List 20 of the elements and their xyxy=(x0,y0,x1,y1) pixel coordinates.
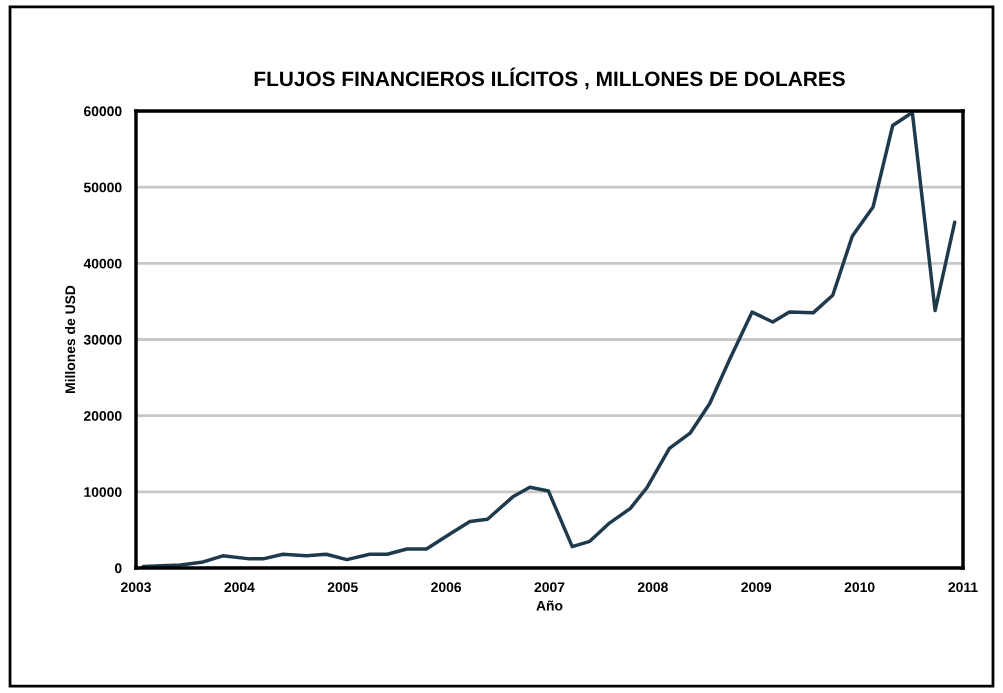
y-tick-label: 20000 xyxy=(83,411,122,421)
chart-title: FLUJOS FINANCIEROS ILÍCITOS , MILLONES DE DOLARES xyxy=(254,67,845,90)
y-tick-label: 60000 xyxy=(84,106,122,117)
line-series xyxy=(141,111,957,568)
x-tick-label: 2010 xyxy=(844,582,875,593)
x-tick-label: 2007 xyxy=(534,582,565,593)
x-tick-label: 2005 xyxy=(327,582,358,593)
x-tick-label: 2004 xyxy=(224,582,255,593)
y-tick-label: 10000 xyxy=(84,487,122,497)
x-tick-label: 2009 xyxy=(741,582,772,593)
y-tick-label: 0 xyxy=(114,563,122,574)
y-tick-label: 40000 xyxy=(83,258,122,269)
x-tick-label: 2006 xyxy=(431,582,462,593)
y-tick-label: 30000 xyxy=(83,334,122,345)
x-tick-label: 2008 xyxy=(637,582,668,593)
x-tick-label: 2011 xyxy=(948,582,978,593)
x-tick-label: 2003 xyxy=(121,582,151,593)
y-tick-label: 50000 xyxy=(83,182,122,193)
x-axis-title: Año xyxy=(536,600,563,611)
y-axis-title: Millones de USD xyxy=(64,285,76,393)
